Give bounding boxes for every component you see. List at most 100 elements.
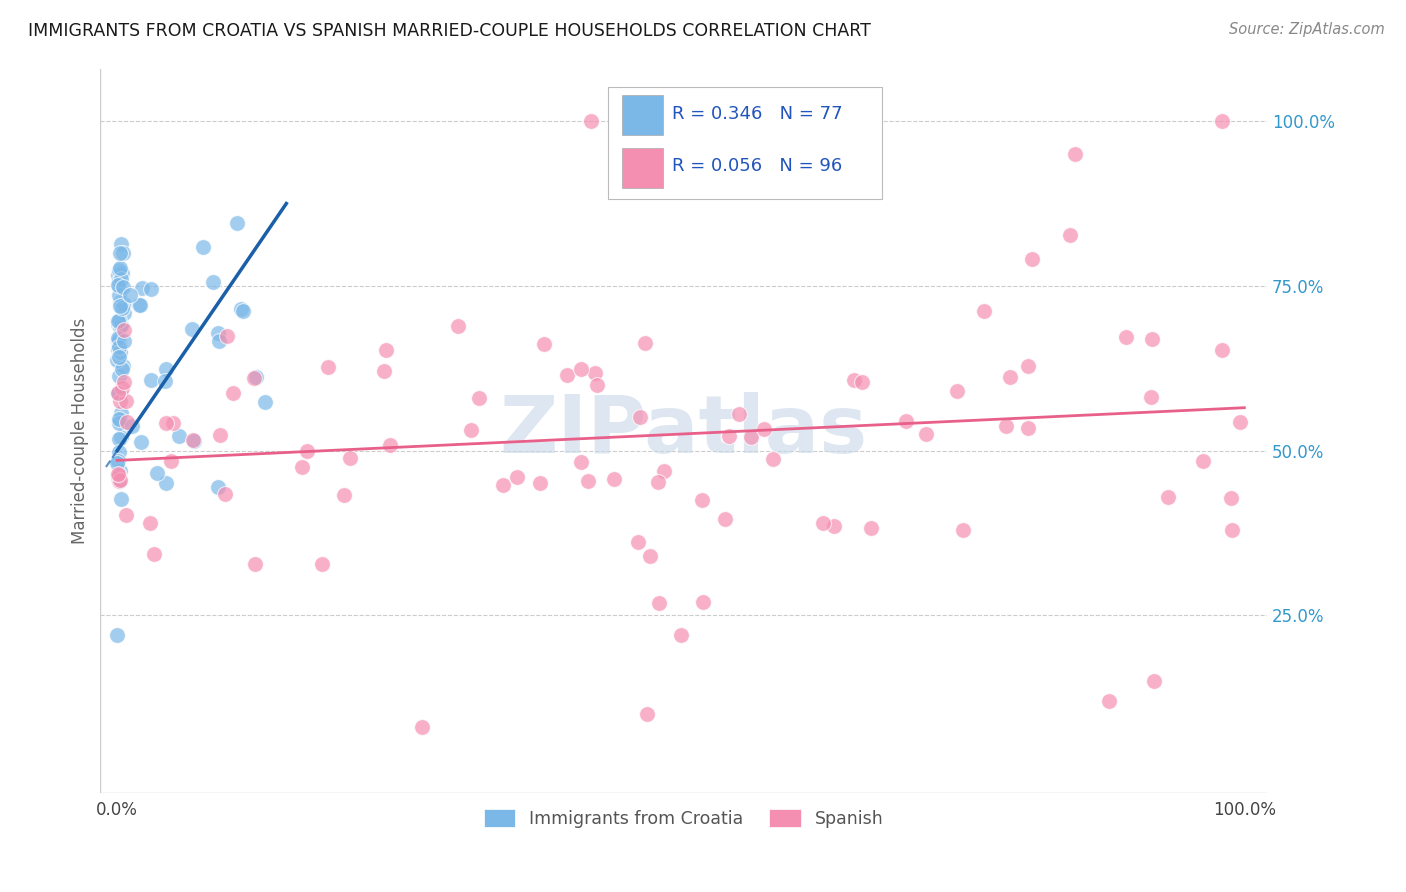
- Point: [714, 512, 737, 526]
- Point: [153, 374, 176, 388]
- Point: [586, 378, 609, 392]
- Point: [107, 454, 129, 468]
- Point: [112, 375, 135, 389]
- Point: [108, 319, 131, 334]
- Point: [155, 362, 177, 376]
- Point: [1059, 228, 1081, 243]
- Point: [110, 406, 132, 420]
- Point: [142, 547, 165, 561]
- Point: [245, 370, 267, 384]
- Point: [111, 359, 134, 374]
- Point: [128, 297, 150, 311]
- Point: [110, 301, 132, 316]
- Point: [333, 487, 356, 501]
- Point: [859, 521, 882, 535]
- Point: [108, 278, 131, 293]
- Point: [411, 720, 433, 734]
- Point: [118, 288, 141, 302]
- Point: [155, 417, 177, 431]
- Point: [108, 261, 131, 276]
- Point: [207, 480, 229, 494]
- Text: IMMIGRANTS FROM CROATIA VS SPANISH MARRIED-COUPLE HOUSEHOLDS CORRELATION CHART: IMMIGRANTS FROM CROATIA VS SPANISH MARRI…: [28, 22, 870, 40]
- Point: [107, 416, 129, 430]
- Point: [108, 465, 131, 479]
- Point: [114, 508, 136, 523]
- Point: [108, 387, 131, 401]
- Point: [295, 444, 318, 458]
- Text: R = 0.056   N = 96: R = 0.056 N = 96: [672, 157, 842, 175]
- Point: [253, 395, 276, 409]
- Point: [728, 407, 751, 421]
- Point: [640, 549, 662, 564]
- Point: [108, 350, 131, 364]
- Point: [576, 475, 599, 489]
- Point: [191, 239, 214, 253]
- Point: [506, 469, 529, 483]
- Point: [107, 277, 129, 292]
- Point: [752, 422, 775, 436]
- Point: [108, 412, 131, 426]
- Point: [107, 268, 129, 282]
- Point: [569, 455, 592, 469]
- Point: [740, 430, 762, 444]
- Point: [842, 373, 865, 387]
- Point: [214, 487, 236, 501]
- Point: [209, 427, 232, 442]
- Point: [585, 366, 607, 380]
- Point: [557, 368, 579, 382]
- Point: [529, 476, 551, 491]
- Point: [232, 303, 254, 318]
- Y-axis label: Married-couple Households: Married-couple Households: [72, 318, 89, 544]
- Point: [915, 427, 938, 442]
- Point: [446, 319, 468, 334]
- Point: [1021, 252, 1043, 266]
- Point: [111, 381, 134, 395]
- Point: [105, 456, 128, 470]
- Point: [717, 429, 740, 443]
- Point: [207, 326, 229, 340]
- Point: [110, 345, 132, 359]
- Point: [851, 375, 873, 389]
- Point: [108, 332, 131, 346]
- Point: [627, 534, 650, 549]
- Point: [569, 362, 592, 376]
- Point: [215, 329, 238, 343]
- Point: [139, 373, 162, 387]
- Point: [373, 364, 395, 378]
- Point: [1191, 454, 1213, 468]
- Point: [181, 434, 204, 448]
- Point: [139, 516, 162, 530]
- Point: [823, 519, 845, 533]
- Point: [1156, 490, 1178, 504]
- Point: [243, 371, 266, 385]
- Point: [121, 418, 143, 433]
- Point: [110, 236, 132, 251]
- Point: [107, 334, 129, 349]
- Point: [110, 473, 132, 487]
- Point: [105, 628, 128, 642]
- Point: [111, 246, 134, 260]
- Point: [460, 423, 482, 437]
- Point: [107, 432, 129, 446]
- Point: [155, 475, 177, 490]
- Point: [634, 336, 657, 351]
- Point: [1017, 359, 1039, 373]
- Point: [146, 466, 169, 480]
- Point: [222, 385, 245, 400]
- Point: [1220, 491, 1243, 506]
- Point: [108, 263, 131, 277]
- Point: [108, 412, 131, 426]
- Point: [603, 472, 626, 486]
- Point: [533, 336, 555, 351]
- Point: [117, 415, 139, 429]
- Point: [108, 475, 131, 489]
- Point: [669, 628, 692, 642]
- Point: [311, 557, 333, 571]
- Point: [378, 438, 401, 452]
- Point: [129, 298, 152, 312]
- Point: [162, 417, 184, 431]
- Point: [636, 706, 658, 721]
- Point: [952, 523, 974, 537]
- Point: [107, 467, 129, 481]
- Point: [1142, 333, 1164, 347]
